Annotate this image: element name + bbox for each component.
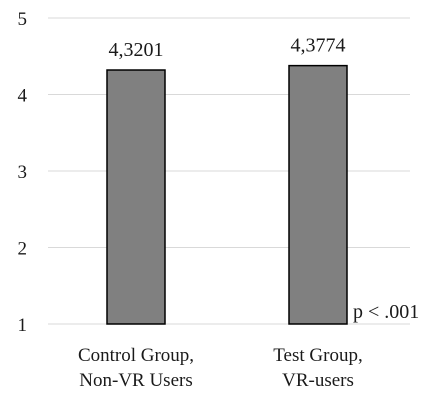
y-tick-label: 1 <box>18 315 28 336</box>
y-tick-label: 5 <box>18 9 28 30</box>
data-labels: 4,3201 4,3774 <box>109 35 346 61</box>
bars <box>106 64 348 325</box>
y-axis-tick-labels: 1 2 3 4 5 <box>18 9 28 336</box>
p-value-annotation: p < .001 <box>353 301 419 323</box>
x-axis-category-labels: Control Group, Non-VR Users Test Group, VR-… <box>78 345 363 391</box>
category-label: Control Group, <box>78 345 194 366</box>
category-label: Test Group, <box>273 345 362 366</box>
bar <box>288 64 348 325</box>
category-label: VR-users <box>282 370 354 391</box>
bar <box>106 69 166 325</box>
category-label: Non-VR Users <box>79 370 192 391</box>
data-label: 4,3774 <box>291 35 346 57</box>
y-tick-label: 3 <box>18 162 28 183</box>
y-tick-label: 4 <box>18 86 28 107</box>
gridlines <box>48 17 410 325</box>
y-tick-label: 2 <box>18 239 28 260</box>
data-label: 4,3201 <box>109 39 164 61</box>
